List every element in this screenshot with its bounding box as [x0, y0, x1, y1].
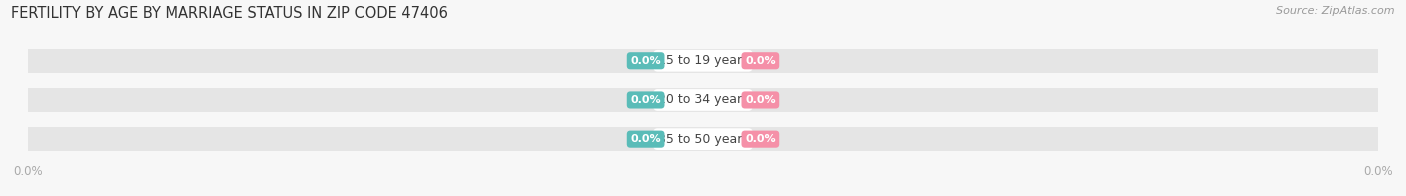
Bar	[28, 49, 1378, 73]
Bar	[28, 127, 1378, 151]
Text: 0.0%: 0.0%	[630, 56, 661, 66]
Text: 15 to 19 years: 15 to 19 years	[658, 54, 748, 67]
Text: 0.0%: 0.0%	[745, 134, 776, 144]
Text: 35 to 50 years: 35 to 50 years	[658, 133, 748, 146]
Bar	[28, 88, 1378, 112]
Text: 20 to 34 years: 20 to 34 years	[658, 93, 748, 106]
Text: FERTILITY BY AGE BY MARRIAGE STATUS IN ZIP CODE 47406: FERTILITY BY AGE BY MARRIAGE STATUS IN Z…	[11, 6, 449, 21]
Text: 0.0%: 0.0%	[630, 134, 661, 144]
Text: 0.0%: 0.0%	[630, 95, 661, 105]
Text: Source: ZipAtlas.com: Source: ZipAtlas.com	[1277, 6, 1395, 16]
Text: 0.0%: 0.0%	[745, 56, 776, 66]
Text: 0.0%: 0.0%	[745, 95, 776, 105]
